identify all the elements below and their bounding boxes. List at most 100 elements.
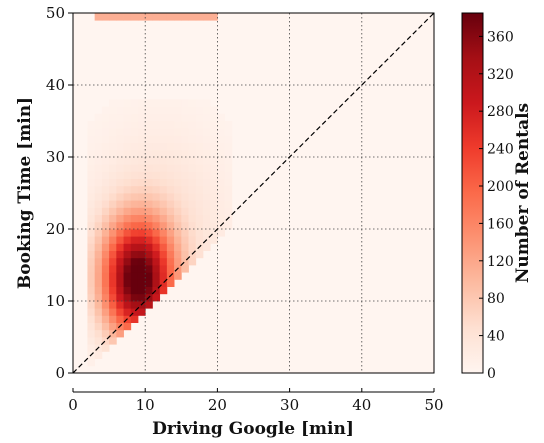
heat-cell: [181, 221, 189, 230]
heat-cell: [87, 200, 96, 208]
heat-cell: [202, 135, 211, 143]
heat-cell: [145, 207, 153, 215]
heat-cell: [181, 250, 189, 259]
heat-cell: [210, 185, 218, 194]
heat-cell: [94, 121, 103, 129]
heat-cell: [188, 243, 197, 251]
heat-cell: [87, 236, 96, 244]
heat-cell: [152, 193, 161, 201]
heat-cell: [181, 157, 189, 165]
heat-cell: [101, 171, 110, 179]
heat-cell: [145, 135, 153, 143]
heat-cell: [145, 121, 153, 129]
heat-cell: [159, 200, 168, 208]
heat-cell: [145, 265, 153, 273]
heat-cell: [101, 337, 110, 345]
heat-cell: [202, 178, 211, 187]
heat-cell: [217, 121, 226, 129]
heat-cell: [152, 257, 161, 266]
y-tick-label: 20: [46, 220, 65, 238]
heat-cell: [101, 243, 110, 251]
heat-cell: [166, 221, 175, 230]
heat-cell: [181, 243, 189, 251]
heat-cell: [87, 121, 96, 129]
heat-cell: [224, 185, 233, 194]
heat-cell: [87, 164, 96, 172]
heat-cell: [116, 214, 124, 223]
heat-cell: [181, 265, 189, 273]
heat-cell: [152, 229, 161, 237]
heat-cell: [130, 164, 139, 172]
heat-cell: [217, 135, 226, 143]
heat-cell: [94, 229, 103, 237]
heat-cell: [87, 308, 96, 316]
heat-cell: [195, 128, 204, 136]
heat-cell: [166, 214, 175, 223]
heat-cell: [109, 279, 117, 287]
heat-cell: [202, 157, 211, 165]
heat-cell: [109, 214, 117, 223]
x-axis-ticks: 0 10 20 30 40 50: [68, 388, 444, 414]
heat-cell: [101, 229, 110, 237]
heat-cell: [94, 257, 103, 266]
heat-cell: [152, 13, 161, 21]
heat-cell: [94, 178, 103, 187]
heat-cell: [210, 236, 218, 244]
heat-cell: [145, 164, 153, 172]
heat-cell: [166, 185, 175, 194]
heat-cell: [101, 164, 110, 172]
heat-cell: [195, 185, 204, 194]
heat-cell: [87, 279, 96, 287]
heat-cell: [137, 293, 146, 302]
heat-cell: [217, 128, 226, 136]
heat-cell: [166, 121, 175, 129]
heat-cell: [130, 135, 139, 143]
heat-cell: [174, 250, 182, 259]
heat-cell: [202, 207, 211, 215]
heat-cell: [109, 315, 117, 323]
heat-cell: [174, 229, 182, 237]
heat-cell: [145, 142, 153, 151]
heat-cell: [202, 13, 211, 21]
heat-cell: [210, 221, 218, 230]
heat-cell: [152, 113, 161, 122]
heat-cell: [188, 178, 197, 187]
plot-frame: [72, 12, 435, 374]
heat-cell: [137, 279, 146, 287]
heat-cell: [166, 243, 175, 251]
heat-cell: [202, 214, 211, 223]
heat-cell: [174, 236, 182, 244]
heat-cell: [159, 142, 168, 151]
heat-cell: [101, 250, 110, 259]
heat-cell: [166, 106, 175, 115]
heat-cell: [152, 171, 161, 179]
heat-cell: [101, 221, 110, 230]
heat-cell: [116, 236, 124, 244]
heat-cell: [137, 121, 146, 129]
heat-cell: [109, 308, 117, 316]
heat-cell: [145, 149, 153, 158]
heat-cell: [174, 243, 182, 251]
heat-cell: [195, 193, 204, 201]
heat-cell: [101, 315, 110, 323]
heat-cell: [123, 106, 132, 115]
heat-cell: [188, 164, 197, 172]
heat-cell: [159, 106, 168, 115]
heat-cell: [87, 329, 96, 338]
heat-cell: [123, 279, 132, 287]
heat-cell: [137, 106, 146, 115]
heat-cell: [101, 157, 110, 165]
colorbar: [461, 12, 484, 374]
heat-cell: [137, 164, 146, 172]
heat-cell: [159, 13, 168, 21]
heat-cell: [166, 164, 175, 172]
heat-cell: [159, 221, 168, 230]
heat-cell: [174, 185, 182, 194]
heat-cell: [94, 113, 103, 122]
heat-cell: [94, 265, 103, 273]
heat-cell: [181, 229, 189, 237]
heat-cell: [159, 193, 168, 201]
heat-cell: [145, 128, 153, 136]
heat-cell: [101, 128, 110, 136]
heat-cell: [109, 265, 117, 273]
